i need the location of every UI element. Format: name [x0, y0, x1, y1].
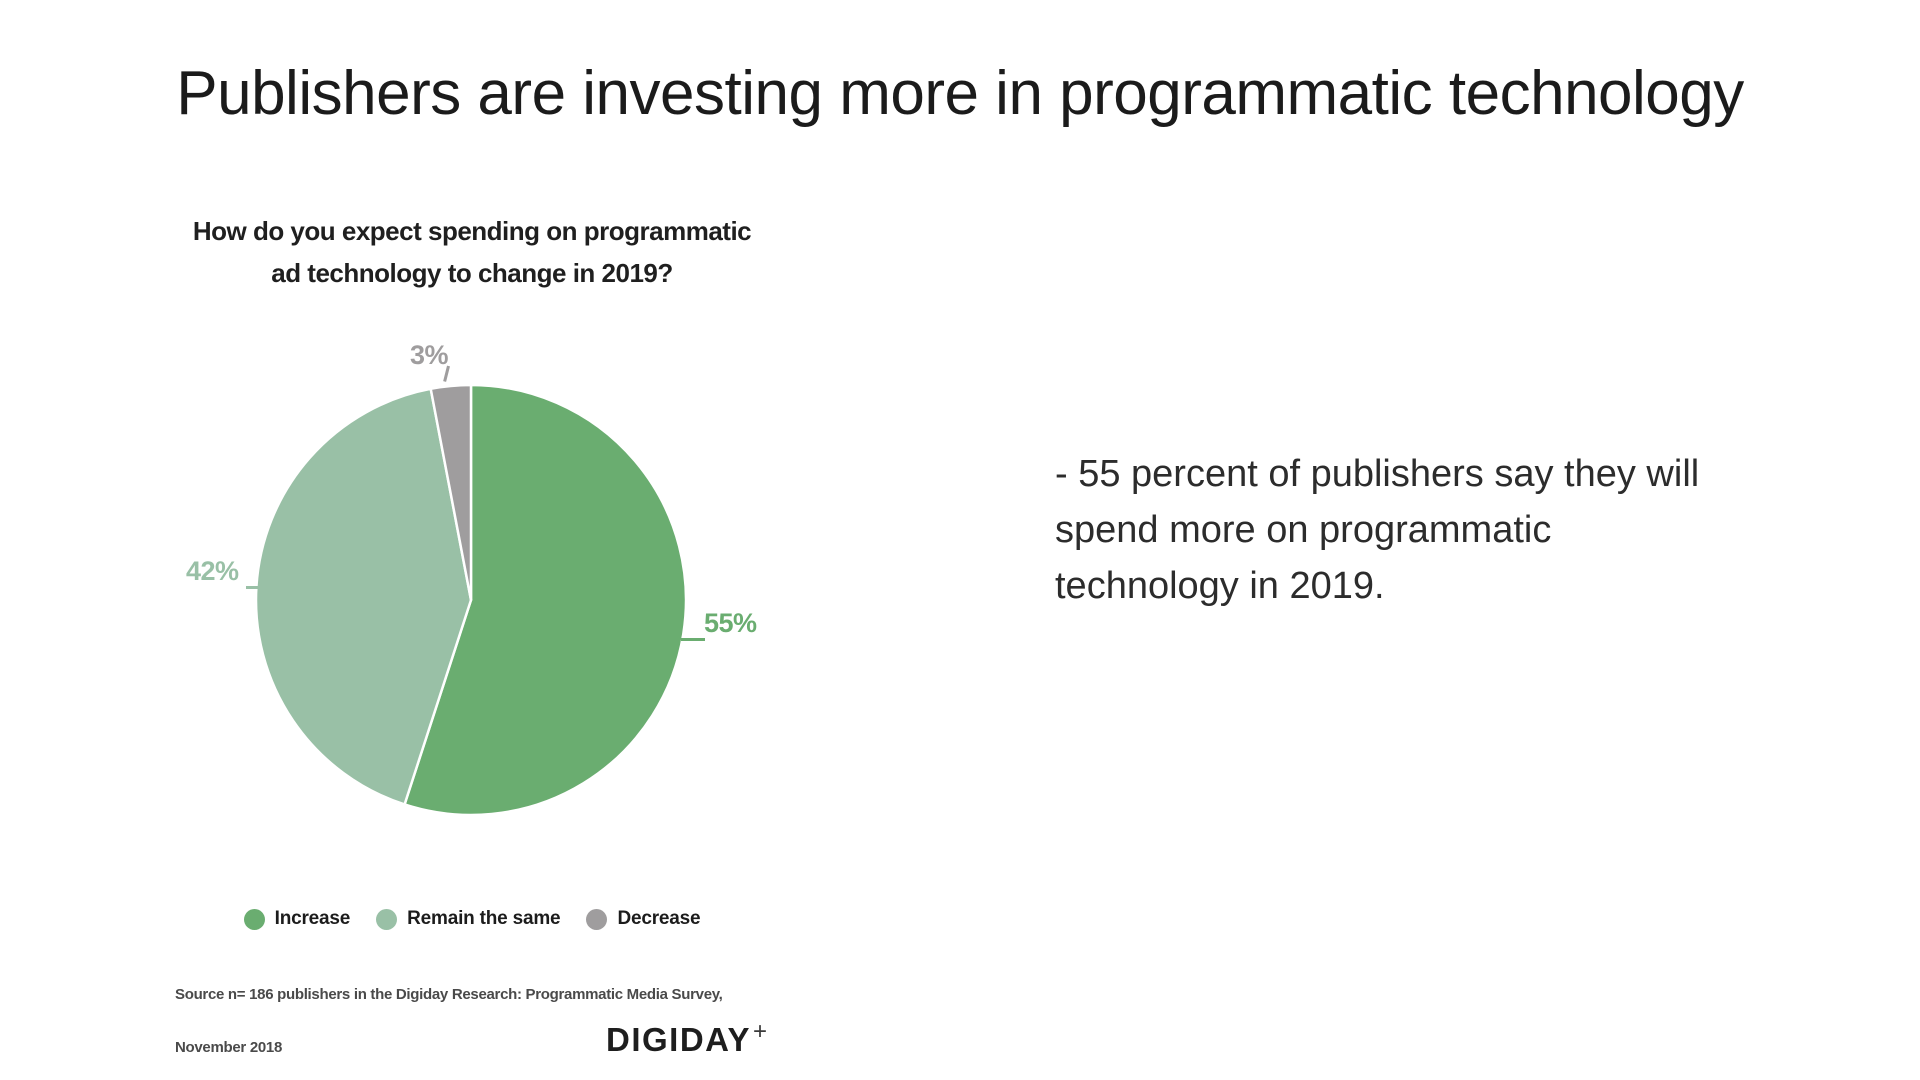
- source-block: Source n= 186 publishers in the Digiday …: [175, 986, 767, 1056]
- note-line-3: technology in 2019.: [1055, 565, 1385, 607]
- slice-label-increase: 55%: [704, 608, 757, 638]
- chart-question-line-2: ad technology to change in 2019?: [271, 258, 673, 288]
- leader-line-increase: [681, 638, 705, 641]
- slice-label-remain-the-same: 42%: [186, 556, 239, 586]
- legend-item-decrease: Decrease: [586, 908, 701, 930]
- source-row-2: November 2018 DIGIDAY+: [175, 1018, 767, 1058]
- source-line-1: Source n= 186 publishers in the Digiday …: [175, 986, 723, 1003]
- legend-swatch-remain-the-same-icon: [376, 908, 398, 930]
- legend-label-remain-the-same: Remain the same: [407, 908, 561, 929]
- note-line-2: spend more on programmatic: [1055, 509, 1552, 551]
- slice-label-decrease: 3%: [410, 340, 449, 370]
- source-line-2: November 2018: [175, 1039, 282, 1056]
- slide-title: Publishers are investing more in program…: [176, 59, 1744, 128]
- pie-slice-increase: [403, 383, 688, 817]
- pie-slice-decrease: [429, 383, 473, 602]
- note-line-1: - 55 percent of publishers say they will: [1055, 453, 1700, 495]
- digiday-plus-icon: +: [752, 1018, 767, 1045]
- digiday-logo: DIGIDAY+: [606, 1018, 767, 1058]
- legend-swatch-decrease-icon: [586, 908, 608, 930]
- legend-label-decrease: Decrease: [617, 908, 701, 929]
- legend-item-increase: Increase: [243, 908, 351, 930]
- legend-swatch-increase-icon: [243, 908, 265, 930]
- note-text: - 55 percent of publishers say they will…: [1055, 446, 1875, 614]
- chart-legend: Increase Remain the same Decrease: [172, 908, 772, 930]
- legend-item-remain-the-same: Remain the same: [376, 908, 561, 930]
- chart-question-line-1: How do you expect spending on programmat…: [192, 216, 752, 246]
- digiday-logo-text: DIGIDAY: [606, 1021, 751, 1058]
- pie-chart: [254, 383, 688, 817]
- leader-line-remain-the-same: [246, 586, 270, 589]
- chart-question: How do you expect spending on programmat…: [172, 210, 772, 294]
- legend-label-increase: Increase: [274, 908, 351, 929]
